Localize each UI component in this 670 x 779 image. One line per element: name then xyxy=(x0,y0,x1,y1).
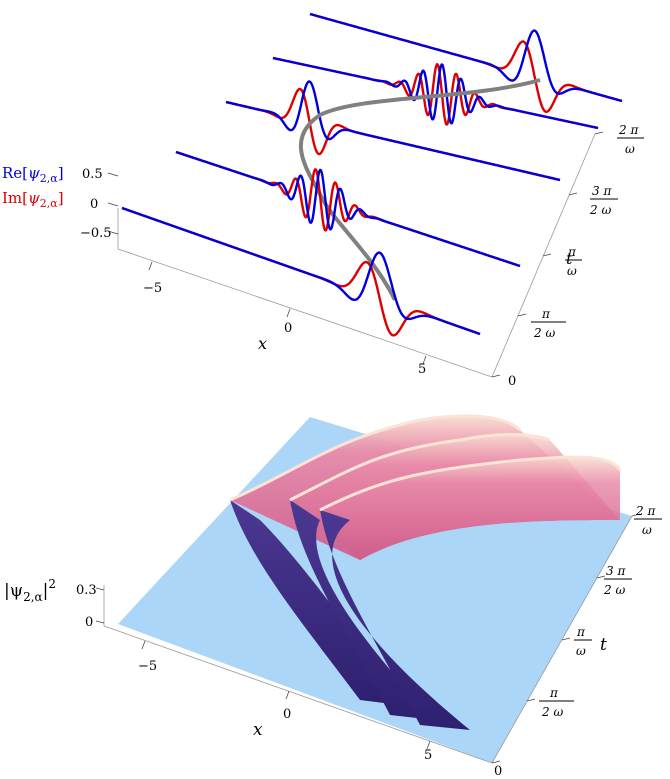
svg-text:2 ω: 2 ω xyxy=(541,705,563,719)
top-curves xyxy=(121,12,623,337)
bottom-t-tick-frac: π 2 ω xyxy=(539,686,574,719)
bottom-t-axis: 0 π 2 ω π ω 3 π 2 ω 2 π ω t xyxy=(491,504,662,779)
top-z-axis: 0.5 0 −0.5 xyxy=(80,167,119,241)
svg-text:ω: ω xyxy=(576,644,586,658)
svg-text:2 ω: 2 ω xyxy=(603,583,625,597)
center-path xyxy=(299,78,541,301)
svg-text:ω: ω xyxy=(642,523,652,537)
svg-text:π: π xyxy=(567,245,577,259)
re-series-slice xyxy=(272,56,599,130)
bottom-x-tick-label: 5 xyxy=(424,748,432,763)
top-x-axis: −5 0 5 x xyxy=(143,261,427,377)
bottom-z-tick-label: 0 xyxy=(85,615,93,630)
bottom-t-tick-frac: π ω xyxy=(574,625,592,658)
svg-text:2 ω: 2 ω xyxy=(533,326,555,340)
svg-text:ω: ω xyxy=(625,142,635,156)
top-x-tick-label: 5 xyxy=(418,362,426,377)
legend-im-label: Im[ψ2,α] xyxy=(2,189,64,210)
top-t-tick-frac: π 2 ω xyxy=(531,307,566,340)
top-t-tick-label: 0 xyxy=(508,374,516,389)
svg-text:2 π: 2 π xyxy=(618,123,639,137)
surface-ridges xyxy=(229,414,622,730)
top-x-tick-label: −5 xyxy=(143,281,162,296)
surface-ridge-rim xyxy=(229,414,522,502)
bottom-panel-density-surface: 0.3 0 |ψ2,α|2 −5 0 5 x 0 π xyxy=(4,414,662,779)
legend: Re[ψ2,α] Im[ψ2,α] xyxy=(2,164,64,210)
bottom-x-axis: −5 0 5 x xyxy=(138,640,432,763)
bottom-z-axis: 0.3 0 |ψ2,α|2 xyxy=(4,577,105,630)
bottom-z-axis-label: |ψ2,α|2 xyxy=(4,577,56,604)
re-series-slice xyxy=(309,12,623,103)
top-t-tick-frac: π ω xyxy=(565,245,582,278)
im-series-slice xyxy=(225,87,561,182)
svg-text:3 π: 3 π xyxy=(592,184,612,198)
surface-ridge-rim xyxy=(289,433,551,502)
bottom-x-tick-label: −5 xyxy=(138,659,157,674)
top-x-axis-label: x xyxy=(258,334,267,353)
svg-text:2 π: 2 π xyxy=(635,504,656,518)
re-series-slice xyxy=(175,150,521,268)
top-t-tick-frac: 2 π ω xyxy=(617,123,644,156)
top-t-axis: 0 π 2 ω π ω 3 π 2 ω 2 π ω t xyxy=(491,123,644,389)
bottom-axis-frame xyxy=(103,515,633,764)
svg-text:π: π xyxy=(549,686,559,700)
svg-text:2 ω: 2 ω xyxy=(589,203,611,217)
top-t-tick-frac: 3 π 2 ω xyxy=(589,184,618,217)
bottom-t-axis-label: t xyxy=(600,635,607,655)
bottom-x-axis-label: x xyxy=(253,720,263,740)
re-series-slice xyxy=(121,206,481,336)
bottom-t-tick-frac: 2 π ω xyxy=(634,504,662,537)
re-series-slice xyxy=(225,80,561,182)
top-panel-re-im-plot: 0.5 0 −0.5 Re[ψ2,α] Im[ψ2,α] −5 0 5 x xyxy=(2,12,644,389)
bottom-z-tick-label: 0.3 xyxy=(76,583,97,598)
top-t-axis-label: t xyxy=(566,249,573,268)
bottom-x-tick-label: 0 xyxy=(283,707,291,722)
svg-text:π: π xyxy=(576,625,586,639)
surface-ridge-front xyxy=(320,510,470,730)
top-z-tick-label: 0.5 xyxy=(82,167,103,182)
top-z-tick-label: 0 xyxy=(90,197,98,212)
surface-ridge-front xyxy=(290,500,435,720)
top-x-tick-label: 0 xyxy=(284,321,292,336)
bottom-t-tick-label: 0 xyxy=(494,764,502,779)
surface-ridge-rim xyxy=(319,455,622,512)
top-z-tick-label: −0.5 xyxy=(80,226,112,241)
svg-text:π: π xyxy=(541,307,551,321)
svg-text:ω: ω xyxy=(567,264,577,278)
surface-ridge-back xyxy=(320,457,620,560)
legend-re-label: Re[ψ2,α] xyxy=(2,164,64,185)
bottom-t-tick-frac: 3 π 2 ω xyxy=(603,564,632,597)
svg-text:3 π: 3 π xyxy=(606,564,626,578)
